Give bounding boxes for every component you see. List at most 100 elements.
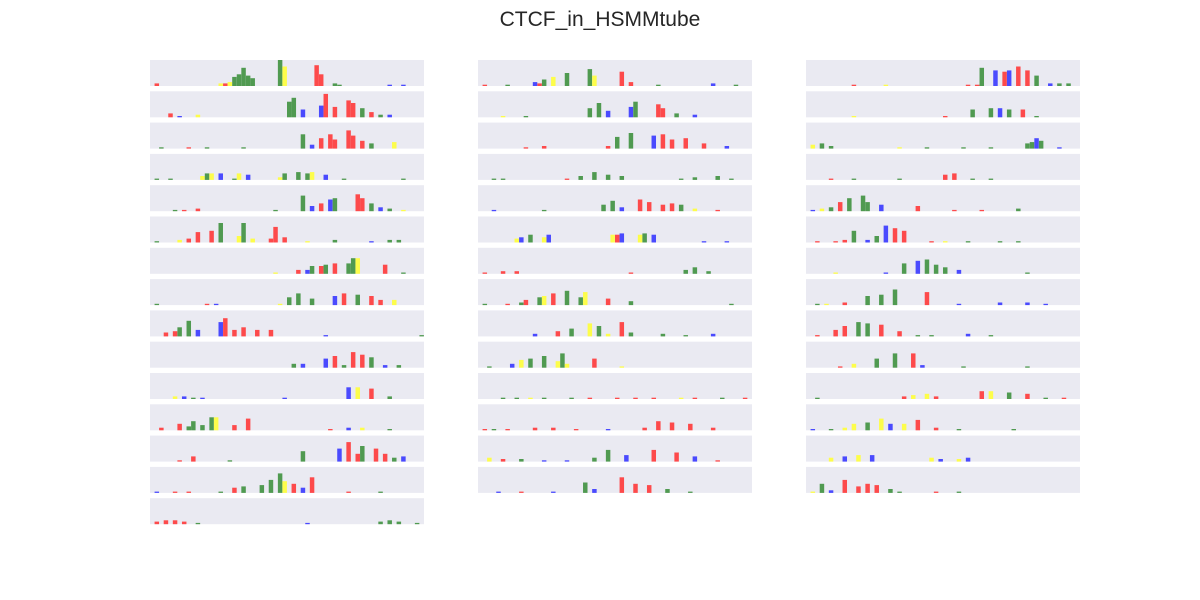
- bar: [915, 206, 921, 212]
- subplot-panel: [478, 216, 752, 243]
- panel-background: [150, 122, 424, 149]
- bar: [879, 204, 884, 212]
- bar: [929, 335, 934, 337]
- bar: [564, 363, 570, 368]
- bar: [318, 266, 324, 274]
- panel-background: [478, 310, 752, 337]
- bar: [851, 423, 857, 431]
- bar: [172, 520, 178, 525]
- bar: [523, 116, 529, 118]
- bar: [314, 65, 319, 86]
- bar: [592, 358, 597, 368]
- bar: [392, 457, 397, 462]
- subplot-panel: [478, 60, 752, 86]
- bar: [865, 323, 870, 337]
- bar: [851, 84, 857, 86]
- bar: [378, 491, 383, 493]
- bar: [929, 241, 934, 243]
- bar: [514, 238, 520, 243]
- bar: [291, 97, 297, 118]
- bar: [528, 358, 533, 368]
- bar: [181, 396, 187, 399]
- bar: [341, 365, 347, 368]
- bar: [837, 366, 843, 368]
- bar: [892, 353, 898, 368]
- bar: [678, 178, 684, 180]
- bar: [701, 143, 707, 149]
- bar: [360, 354, 365, 368]
- panel-background: [478, 247, 752, 274]
- bar: [551, 491, 556, 493]
- bar: [869, 455, 875, 462]
- bar: [710, 427, 716, 431]
- bar: [355, 194, 360, 212]
- bar: [1025, 393, 1030, 399]
- bar: [651, 397, 657, 399]
- bar: [587, 69, 593, 86]
- chart-column: [150, 60, 424, 525]
- bar: [337, 448, 342, 462]
- bar: [287, 297, 292, 306]
- bar: [168, 178, 173, 180]
- panel-background: [806, 310, 1080, 337]
- bar: [309, 172, 315, 180]
- bar: [396, 521, 402, 525]
- bar: [888, 423, 893, 431]
- subplot-panel: [806, 216, 1080, 243]
- chart-title: CTCF_in_HSMMtube: [499, 8, 701, 31]
- bar: [1057, 147, 1062, 149]
- bar: [692, 397, 698, 399]
- subplot-panel: [150, 216, 424, 243]
- bar: [874, 358, 879, 368]
- bar: [209, 173, 214, 180]
- panel-background: [150, 60, 424, 86]
- subplot-panel: [806, 91, 1080, 118]
- subplot-panel: [806, 310, 1080, 337]
- bar: [1061, 397, 1067, 399]
- subplot-panel: [150, 153, 424, 180]
- bar: [851, 116, 857, 118]
- bar: [500, 116, 506, 118]
- bar: [227, 82, 233, 86]
- bar: [915, 419, 921, 431]
- bar: [191, 397, 196, 399]
- bar: [842, 456, 848, 462]
- bar: [218, 83, 223, 86]
- bar: [956, 459, 962, 462]
- bar: [532, 427, 538, 431]
- bar: [346, 263, 351, 274]
- bar: [897, 331, 902, 337]
- bar: [933, 427, 939, 431]
- bar: [355, 453, 360, 462]
- bar: [177, 423, 182, 431]
- bar: [810, 144, 816, 149]
- chart-column: [806, 60, 1080, 493]
- bar: [683, 269, 688, 274]
- bar: [213, 303, 219, 306]
- bar: [396, 239, 402, 243]
- bar: [674, 452, 679, 462]
- bar: [305, 241, 310, 243]
- bar: [282, 173, 287, 180]
- bar: [592, 457, 597, 462]
- bar: [669, 139, 675, 149]
- bar: [537, 83, 542, 86]
- bar: [560, 353, 565, 368]
- bar: [532, 82, 538, 86]
- bar: [186, 491, 192, 493]
- bar: [509, 363, 515, 368]
- bar: [642, 233, 647, 243]
- panel-background: [806, 373, 1080, 399]
- bar: [628, 332, 634, 337]
- panel-background: [150, 216, 424, 243]
- bar: [309, 477, 315, 493]
- bar: [815, 241, 820, 243]
- bar: [387, 84, 392, 86]
- bar: [245, 418, 251, 431]
- bar: [555, 331, 561, 337]
- bar: [660, 204, 666, 212]
- bar: [943, 267, 948, 274]
- bar: [236, 74, 242, 86]
- bar: [541, 237, 547, 243]
- bar: [865, 422, 870, 431]
